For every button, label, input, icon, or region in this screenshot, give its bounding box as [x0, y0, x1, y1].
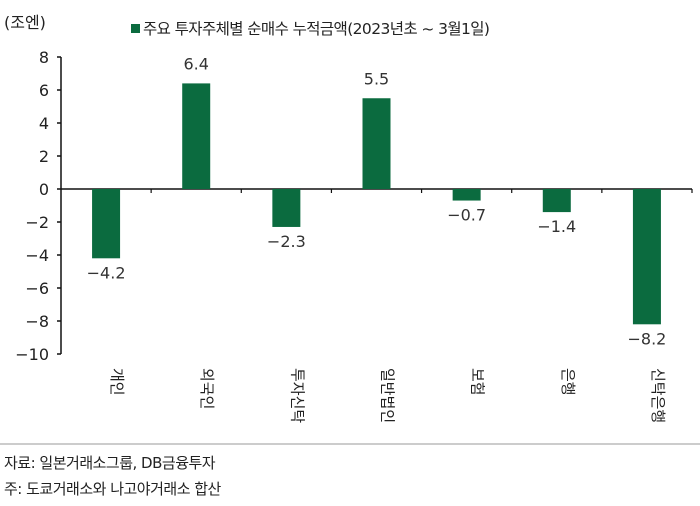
- bar: [92, 189, 121, 259]
- bar: [362, 98, 391, 189]
- data-label: −4.2: [87, 263, 126, 282]
- bar: [272, 189, 301, 227]
- y-tick-label: −10: [15, 345, 49, 364]
- bar: [632, 189, 661, 325]
- legend-label: 주요 투자주체별 순매수 누적금액(2023년초 ~ 3월1일): [143, 20, 489, 38]
- data-label: −0.7: [447, 206, 486, 225]
- x-tick-label: 외국인: [198, 368, 216, 409]
- x-tick-label: 일반법인: [379, 368, 397, 423]
- footnote: 주: 도쿄거래소와 나고야거래소 합산: [4, 480, 221, 498]
- y-tick-label: −6: [25, 279, 49, 298]
- bar-chart: (조엔) 주요 투자주체별 순매수 누적금액(2023년초 ~ 3월1일) 8 6…: [0, 13, 700, 445]
- bar: [452, 189, 481, 201]
- y-tick-label: 0: [39, 180, 49, 199]
- data-label: −2.3: [267, 232, 306, 251]
- x-tick-label: 보험: [469, 368, 487, 396]
- bar: [182, 83, 211, 189]
- unit-label: (조엔): [4, 13, 46, 32]
- legend-swatch: [131, 24, 140, 33]
- y-tick-label: 4: [39, 114, 49, 133]
- y-tick-label: −4: [25, 246, 49, 265]
- data-label: 6.4: [183, 54, 208, 73]
- data-label: −1.4: [537, 217, 576, 236]
- y-tick-label: −8: [25, 312, 49, 331]
- data-label: −8.2: [627, 329, 666, 348]
- y-tick-label: −2: [25, 213, 49, 232]
- x-tick-label: 은행: [559, 368, 577, 396]
- data-label: 5.5: [364, 69, 389, 88]
- x-tick-label: 투자신탁: [288, 368, 306, 423]
- y-tick-label: 8: [39, 48, 49, 67]
- y-tick-label: 6: [39, 81, 49, 100]
- bar: [542, 189, 571, 213]
- x-tick-label: 신탁은행: [649, 368, 667, 423]
- x-tick-label: 개인: [108, 368, 126, 396]
- y-tick-label: 2: [39, 147, 49, 166]
- source-note: 자료: 일본거래소그룹, DB금융투자: [4, 454, 216, 472]
